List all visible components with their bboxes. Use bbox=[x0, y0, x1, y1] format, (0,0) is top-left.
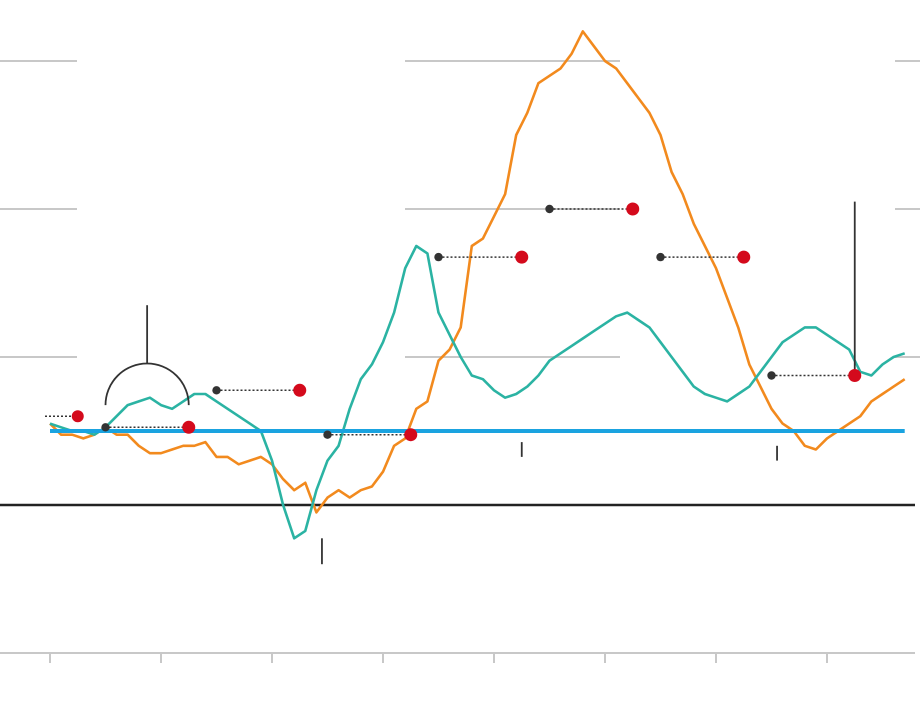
series-line-orange bbox=[49, 30, 906, 514]
start-marker bbox=[323, 430, 332, 439]
red-marker bbox=[404, 428, 418, 442]
start-marker bbox=[545, 204, 554, 214]
start-marker bbox=[767, 371, 776, 380]
red-marker bbox=[848, 369, 862, 382]
red-marker bbox=[293, 383, 307, 397]
axes bbox=[0, 503, 915, 663]
series-line-teal bbox=[49, 244, 906, 540]
start-marker bbox=[434, 252, 443, 262]
red-marker bbox=[626, 202, 640, 216]
start-marker bbox=[212, 386, 221, 395]
red-marker bbox=[71, 410, 84, 423]
start-marker bbox=[101, 423, 110, 432]
start-marker bbox=[656, 252, 665, 262]
red-marker bbox=[737, 250, 751, 264]
bracket-arc bbox=[104, 362, 190, 406]
red-marker bbox=[182, 420, 196, 434]
red-marker bbox=[515, 250, 529, 264]
annotations bbox=[45, 201, 862, 565]
series-lines bbox=[49, 30, 906, 540]
gridlines bbox=[0, 60, 920, 358]
